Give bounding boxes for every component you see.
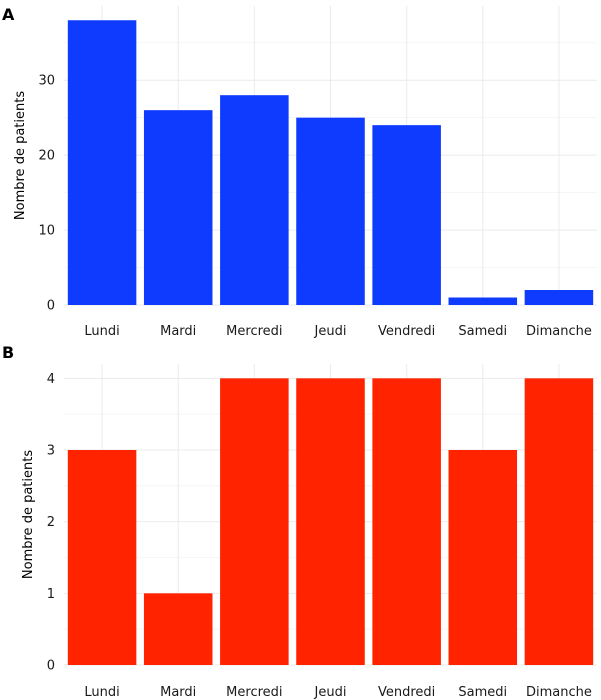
y-axis-title: Nombre de patients — [21, 450, 36, 579]
y-tick-label: 3 — [47, 444, 55, 459]
x-tick-label: Jeudi — [314, 324, 347, 339]
bar-mardi — [143, 110, 213, 305]
y-tick-label: 2 — [47, 515, 55, 530]
panel-label: B — [2, 343, 14, 362]
x-tick-label: Samedi — [458, 324, 507, 339]
bar-jeudi — [296, 378, 365, 665]
bar-samedi — [448, 450, 518, 665]
panel-label: A — [2, 5, 15, 24]
bar-samedi — [448, 297, 518, 305]
bar-mercredi — [220, 95, 289, 306]
chart-panel-B: 0 1 2 3 4 Lundi Mardi Mercredi Jeudi Vendredi Same… — [2, 343, 597, 700]
bar-jeudi — [296, 117, 365, 305]
y-tick-label: 10 — [38, 224, 55, 239]
x-tick-label: Mardi — [160, 685, 196, 700]
bar-dimanche — [524, 290, 594, 305]
x-tick-label: Vendredi — [378, 324, 435, 339]
bar-dimanche — [524, 378, 594, 665]
y-axis-title: Nombre de patients — [13, 91, 28, 220]
y-tick-label: 20 — [38, 149, 55, 164]
x-tick-label: Mercredi — [226, 685, 282, 700]
x-tick-label: Lundi — [84, 324, 119, 339]
x-tick-label: Mercredi — [226, 324, 282, 339]
chart-panel-A: 0 10 20 30 Lundi Mardi Mercredi Jeudi Vendredi Sa… — [2, 5, 597, 339]
bar-vendredi — [372, 125, 441, 306]
bar-vendredi — [372, 378, 441, 665]
y-tick-label: 4 — [47, 372, 55, 387]
x-tick-label: Vendredi — [378, 685, 435, 700]
x-tick-label: Dimanche — [526, 685, 592, 700]
y-tick-label: 30 — [38, 74, 55, 89]
y-tick-label: 1 — [47, 587, 55, 602]
bar-mercredi — [220, 378, 289, 665]
bar-mardi — [143, 593, 213, 665]
x-tick-label: Lundi — [84, 685, 119, 700]
x-tick-label: Jeudi — [314, 685, 347, 700]
bar-lundi — [67, 20, 137, 306]
y-tick-label: 0 — [47, 299, 55, 314]
y-tick-label: 0 — [47, 659, 55, 674]
x-tick-label: Mardi — [160, 324, 196, 339]
x-tick-label: Samedi — [458, 685, 507, 700]
x-tick-label: Dimanche — [526, 324, 592, 339]
bar-lundi — [67, 450, 137, 665]
